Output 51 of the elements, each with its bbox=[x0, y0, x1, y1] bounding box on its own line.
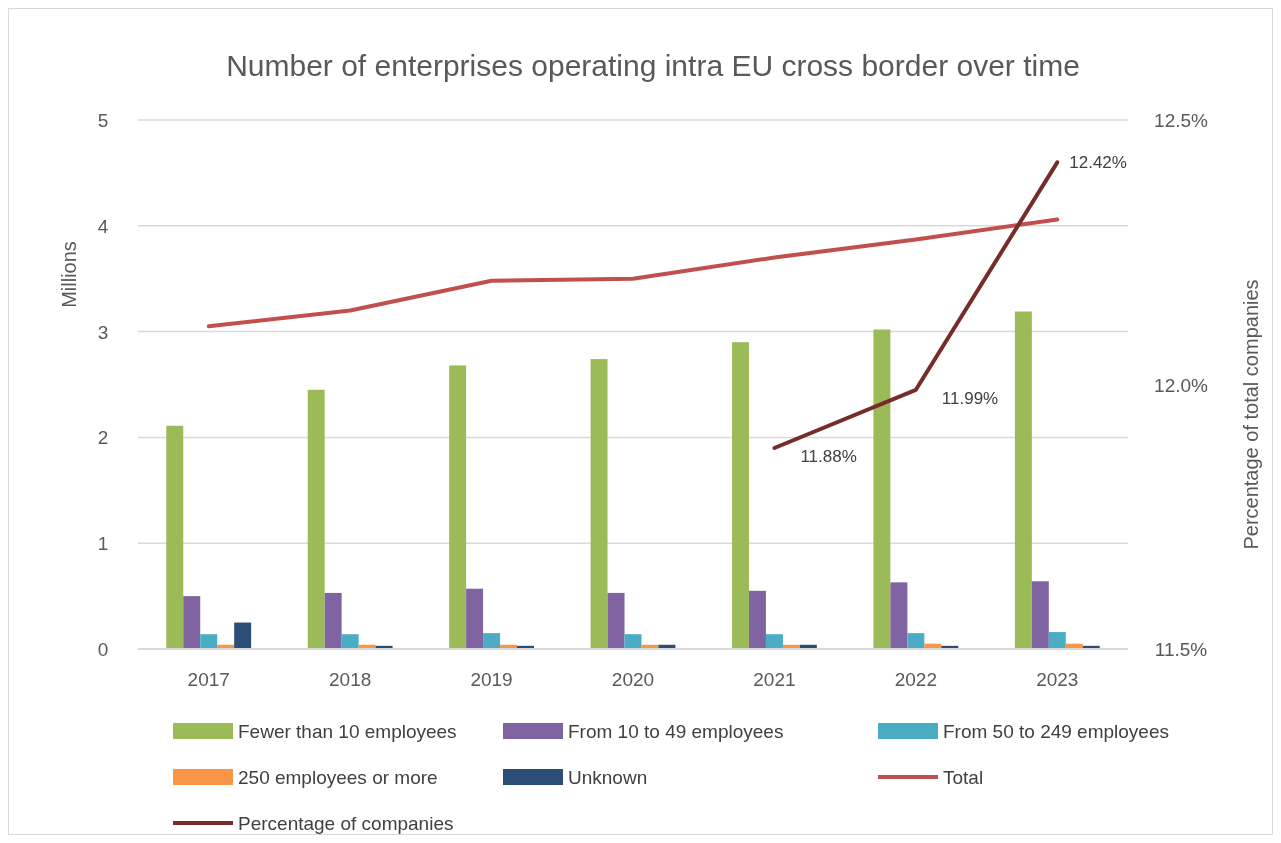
legend-label: Unknown bbox=[568, 767, 648, 788]
data-label: 12.42% bbox=[1069, 153, 1127, 173]
bar bbox=[1031, 581, 1049, 649]
bar bbox=[449, 365, 467, 649]
bar bbox=[324, 592, 342, 649]
y-tick-label: 2 bbox=[97, 427, 109, 449]
legend-label: From 50 to 249 employees bbox=[943, 721, 1170, 742]
x-tick-label: 2022 bbox=[894, 669, 937, 690]
y2-tick-label: 12.0% bbox=[1154, 374, 1209, 396]
bar bbox=[183, 596, 201, 649]
x-tick-label: 2017 bbox=[187, 669, 230, 690]
bar bbox=[341, 634, 359, 649]
x-tick-label: 2019 bbox=[470, 669, 513, 690]
bar bbox=[166, 425, 184, 649]
data-label: 11.99% bbox=[941, 388, 999, 408]
y-tick-label: 3 bbox=[97, 321, 109, 343]
bar bbox=[1014, 311, 1032, 649]
bar bbox=[890, 582, 908, 649]
bar bbox=[732, 342, 749, 649]
legend-label: From 10 to 49 employees bbox=[568, 721, 784, 742]
x-tick-label: 2018 bbox=[329, 669, 372, 690]
bar bbox=[1048, 632, 1066, 649]
data-label: 11.88% bbox=[800, 446, 857, 466]
legend-label: 250 employees or more bbox=[238, 767, 438, 788]
legend-label: Total bbox=[943, 767, 984, 788]
y2-tick-label: 11.5% bbox=[1154, 639, 1208, 660]
bar bbox=[907, 633, 925, 649]
legend-label: Fewer than 10 employees bbox=[238, 721, 457, 742]
y-tick-label: 5 bbox=[97, 110, 109, 131]
y-tick-label: 1 bbox=[97, 533, 109, 555]
line-series bbox=[206, 217, 1060, 329]
bar bbox=[607, 592, 625, 649]
bar bbox=[748, 590, 766, 649]
x-tick-label: 2020 bbox=[611, 669, 655, 690]
bar bbox=[483, 633, 501, 649]
bar bbox=[873, 329, 891, 649]
legend-label: Percentage of companies bbox=[238, 813, 454, 834]
y-tick-label: 4 bbox=[97, 215, 109, 237]
y2-tick-label: 12.5% bbox=[1154, 110, 1209, 131]
bar bbox=[466, 588, 484, 649]
x-tick-label: 2023 bbox=[1036, 669, 1079, 690]
bar bbox=[590, 359, 608, 649]
bar bbox=[234, 622, 252, 649]
y2-axis-title: Percentage of total companies bbox=[1240, 279, 1262, 550]
y-axis-title: Millions bbox=[58, 241, 80, 308]
x-tick-label: 2021 bbox=[753, 669, 796, 690]
bar bbox=[200, 634, 218, 649]
bar bbox=[307, 389, 325, 649]
y-tick-label: 0 bbox=[97, 639, 109, 660]
bar bbox=[765, 634, 783, 649]
chart-title: Number of enterprises operating intra EU cross border over time bbox=[226, 49, 1080, 82]
